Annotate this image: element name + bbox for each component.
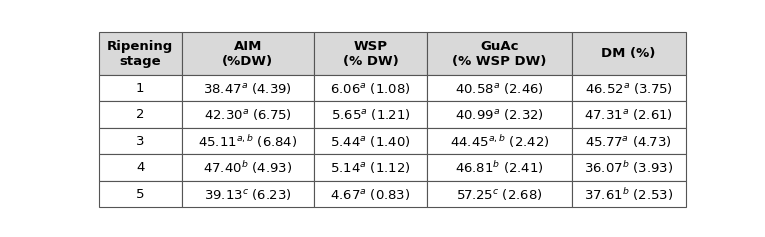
Bar [571, 128, 685, 154]
Bar [571, 181, 685, 207]
Bar [99, 32, 181, 75]
Bar [571, 32, 685, 75]
Text: 6.06$^{a}$ (1.08): 6.06$^{a}$ (1.08) [330, 81, 411, 96]
Text: 40.58$^{a}$ (2.46): 40.58$^{a}$ (2.46) [455, 81, 544, 96]
Text: WSP
(% DW): WSP (% DW) [343, 40, 399, 68]
Text: 4: 4 [136, 161, 145, 174]
Text: 38.47$^{a}$ (4.39): 38.47$^{a}$ (4.39) [203, 81, 292, 96]
Text: 45.11$^{a,b}$ (6.84): 45.11$^{a,b}$ (6.84) [198, 133, 298, 150]
Text: 47.31$^{a}$ (2.61): 47.31$^{a}$ (2.61) [584, 107, 673, 122]
Text: 47.40$^{b}$ (4.93): 47.40$^{b}$ (4.93) [203, 159, 292, 176]
Text: AIM
(%DW): AIM (%DW) [222, 40, 273, 68]
Text: 5.14$^{a}$ (1.12): 5.14$^{a}$ (1.12) [330, 160, 411, 175]
Bar [428, 32, 571, 75]
Text: GuAc
(% WSP DW): GuAc (% WSP DW) [452, 40, 547, 68]
Bar [428, 101, 571, 128]
Bar [99, 154, 181, 181]
Text: 44.45$^{a,b}$ (2.42): 44.45$^{a,b}$ (2.42) [450, 133, 549, 150]
Text: 5: 5 [136, 187, 145, 201]
Text: 2: 2 [136, 108, 145, 121]
Text: 4.67$^{a}$ (0.83): 4.67$^{a}$ (0.83) [330, 187, 411, 201]
Text: 40.99$^{a}$ (2.32): 40.99$^{a}$ (2.32) [455, 107, 544, 122]
Text: 46.52$^{a}$ (3.75): 46.52$^{a}$ (3.75) [584, 81, 672, 96]
Text: 42.30$^{a}$ (6.75): 42.30$^{a}$ (6.75) [203, 107, 291, 122]
Text: 36.07$^{b}$ (3.93): 36.07$^{b}$ (3.93) [584, 159, 673, 176]
Bar [181, 154, 314, 181]
Bar [571, 101, 685, 128]
Text: 3: 3 [136, 135, 145, 148]
Text: Ripening
stage: Ripening stage [107, 40, 173, 68]
Bar [314, 181, 428, 207]
Bar [428, 181, 571, 207]
Bar [314, 101, 428, 128]
Bar [314, 32, 428, 75]
Bar [99, 128, 181, 154]
Bar [181, 32, 314, 75]
Bar [181, 101, 314, 128]
Text: 45.77$^{a}$ (4.73): 45.77$^{a}$ (4.73) [585, 134, 672, 149]
Text: 46.81$^{b}$ (2.41): 46.81$^{b}$ (2.41) [455, 159, 544, 176]
Bar [181, 75, 314, 101]
Text: 57.25$^{c}$ (2.68): 57.25$^{c}$ (2.68) [456, 187, 543, 201]
Text: 37.61$^{b}$ (2.53): 37.61$^{b}$ (2.53) [584, 186, 673, 202]
Text: 5.44$^{a}$ (1.40): 5.44$^{a}$ (1.40) [330, 134, 411, 149]
Bar [571, 75, 685, 101]
Bar [428, 154, 571, 181]
Text: 39.13$^{c}$ (6.23): 39.13$^{c}$ (6.23) [203, 187, 291, 201]
Bar [571, 154, 685, 181]
Bar [314, 154, 428, 181]
Text: DM (%): DM (%) [601, 47, 656, 60]
Bar [99, 101, 181, 128]
Text: 1: 1 [136, 82, 145, 95]
Bar [99, 181, 181, 207]
Bar [428, 128, 571, 154]
Bar [99, 75, 181, 101]
Bar [181, 128, 314, 154]
Bar [428, 75, 571, 101]
Bar [181, 181, 314, 207]
Bar [314, 75, 428, 101]
Bar [314, 128, 428, 154]
Text: 5.65$^{a}$ (1.21): 5.65$^{a}$ (1.21) [330, 107, 411, 122]
